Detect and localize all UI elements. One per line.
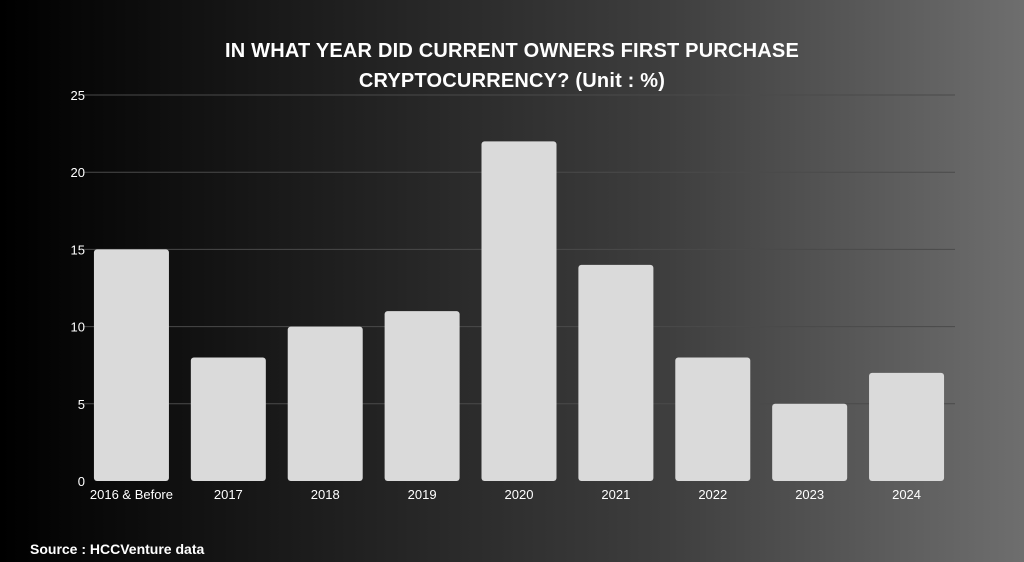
x-axis-ticks: 2016 & Before 2017 2018 2019 2020 2021 2022 202…	[90, 487, 921, 502]
bar	[772, 403, 848, 481]
y-tick-label: 20	[71, 165, 85, 180]
y-tick-label: 15	[71, 242, 85, 257]
x-tick-label: 2017	[214, 487, 243, 502]
bar	[93, 249, 169, 481]
x-tick-label: 2021	[601, 487, 630, 502]
bar	[481, 141, 557, 481]
bar	[869, 372, 945, 481]
x-tick-label: 2020	[505, 487, 534, 502]
x-tick-label: 2019	[408, 487, 437, 502]
y-tick-label: 25	[71, 88, 85, 103]
bar	[384, 311, 460, 481]
y-axis-ticks: 0 5 10 15 20 25	[71, 88, 85, 489]
chart-title-line-2: CRYPTOCURRENCY? (Unit : %)	[358, 70, 666, 92]
bar	[578, 264, 654, 481]
x-tick-label: 2018	[311, 487, 340, 502]
x-tick-label: 2016 & Before	[90, 487, 173, 502]
source-note: Source : HCCVenture data	[30, 541, 205, 557]
x-tick-label: 2023	[795, 487, 824, 502]
x-tick-label: 2024	[892, 487, 921, 502]
chart-title: IN WHAT YEAR DID CURRENT OWNERS FIRST PU…	[112, 36, 912, 96]
bar	[675, 357, 751, 481]
bar	[190, 357, 266, 481]
bars	[93, 141, 945, 481]
y-tick-label: 5	[78, 397, 85, 412]
y-tick-label: 0	[78, 474, 85, 489]
y-tick-label: 10	[71, 320, 85, 335]
bar	[287, 326, 363, 481]
x-tick-label: 2022	[698, 487, 727, 502]
chart-title-line-1: IN WHAT YEAR DID CURRENT OWNERS FIRST PU…	[224, 40, 800, 62]
